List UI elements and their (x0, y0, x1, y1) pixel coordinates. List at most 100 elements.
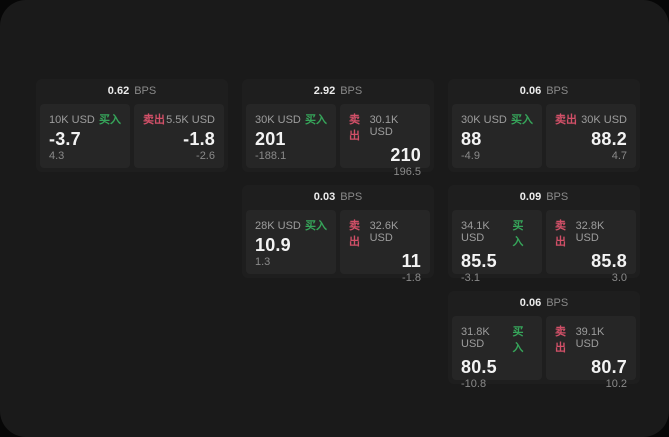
bps-value: 0.03 (313, 191, 336, 203)
buy-quote-value: 80.5 (461, 357, 497, 377)
sell-quote-delta: -2.6 (196, 150, 215, 162)
sell-side-label: 卖出 (143, 114, 165, 126)
quotes-grid: 0.62 BPS 10K USD 买入 -3.7 4.3 卖出 5.5K USD… (36, 79, 640, 390)
quote-card: 0.06 BPS 31.8K USD 买入 80.5 -10.8 卖出 39.1… (448, 291, 640, 390)
buy-quote-value: 201 (255, 129, 286, 149)
quote-panels: 30K USD 买入 201 -188.1 卖出 30.1K USD 210 1… (246, 104, 430, 178)
sell-panel-top: 卖出 32.6K USD (349, 217, 421, 249)
quote-card: 2.92 BPS 30K USD 买入 201 -188.1 卖出 30.1K … (242, 79, 434, 178)
bps-header: 0.06 BPS (452, 291, 636, 316)
sell-panel[interactable]: 卖出 32.6K USD 11 -1.8 (340, 210, 430, 284)
sell-panel[interactable]: 卖出 5.5K USD -1.8 -2.6 (134, 104, 224, 168)
buy-quote-value: 88 (461, 129, 482, 149)
sell-panel[interactable]: 卖出 32.8K USD 85.8 3.0 (546, 210, 636, 284)
buy-panel-top: 30K USD 买入 (255, 111, 327, 127)
sell-panel-top: 卖出 5.5K USD (143, 111, 215, 127)
bps-unit-label: BPS (546, 191, 569, 203)
buy-panel[interactable]: 28K USD 买入 10.9 1.3 (246, 210, 336, 274)
buy-amount-label: 34.1K USD (461, 220, 490, 244)
buy-quote-delta: -4.9 (461, 150, 480, 162)
quote-panels: 34.1K USD 买入 85.5 -3.1 卖出 32.8K USD 85.8… (452, 210, 636, 284)
quote-panels: 31.8K USD 买入 80.5 -10.8 卖出 39.1K USD 80.… (452, 316, 636, 390)
bps-header: 0.06 BPS (452, 79, 636, 104)
buy-panel-top: 10K USD 买入 (49, 111, 121, 127)
bps-unit-label: BPS (546, 85, 569, 97)
bps-unit-label: BPS (340, 85, 363, 97)
buy-amount-label: 30K USD (255, 114, 301, 126)
quote-card: 0.06 BPS 30K USD 买入 88 -4.9 卖出 30K USD 8… (448, 79, 640, 172)
sell-panel[interactable]: 卖出 30K USD 88.2 4.7 (546, 104, 636, 168)
buy-quote-delta: 1.3 (255, 256, 271, 268)
buy-panel[interactable]: 30K USD 买入 201 -188.1 (246, 104, 336, 168)
buy-quote-delta: -188.1 (255, 150, 287, 162)
sell-side-label: 卖出 (555, 114, 577, 126)
sell-side-label: 卖出 (349, 220, 360, 248)
bps-value: 0.09 (519, 191, 542, 203)
sell-amount-label: 39.1K USD (575, 326, 605, 350)
quote-card: 0.09 BPS 34.1K USD 买入 85.5 -3.1 卖出 32.8K… (448, 185, 640, 284)
sell-quote-delta: 3.0 (611, 272, 627, 284)
sell-panel-top: 卖出 32.8K USD (555, 217, 627, 249)
sell-quote-delta: 4.7 (611, 150, 627, 162)
sell-quote-value: 85.8 (591, 251, 627, 271)
buy-quote-value: 85.5 (461, 251, 497, 271)
sell-side-label: 卖出 (349, 114, 360, 142)
sell-quote-value: 88.2 (591, 129, 627, 149)
sell-panel-top: 卖出 30K USD (555, 111, 627, 127)
sell-quote-value: 210 (390, 145, 421, 165)
buy-side-label: 买入 (512, 326, 524, 354)
sell-side-label: 卖出 (555, 326, 566, 354)
sell-amount-label: 32.8K USD (575, 220, 605, 244)
bps-unit-label: BPS (546, 297, 569, 309)
sell-quote-value: 11 (401, 251, 421, 271)
sell-amount-label: 30.1K USD (369, 114, 399, 138)
buy-panel[interactable]: 31.8K USD 买入 80.5 -10.8 (452, 316, 542, 390)
bps-value: 2.92 (313, 85, 336, 97)
buy-panel-top: 34.1K USD 买入 (461, 217, 533, 249)
sell-panel[interactable]: 卖出 39.1K USD 80.7 10.2 (546, 316, 636, 390)
bps-unit-label: BPS (340, 191, 363, 203)
sell-panel-top: 卖出 39.1K USD (555, 323, 627, 355)
buy-side-label: 买入 (99, 114, 121, 126)
buy-panel-top: 31.8K USD 买入 (461, 323, 533, 355)
bps-value: 0.62 (107, 85, 130, 97)
quote-panels: 10K USD 买入 -3.7 4.3 卖出 5.5K USD -1.8 -2.… (40, 104, 224, 168)
buy-quote-delta: -10.8 (461, 378, 487, 390)
sell-quote-delta: -1.8 (402, 272, 421, 284)
bps-header: 0.03 BPS (246, 185, 430, 210)
sell-panel-top: 卖出 30.1K USD (349, 111, 421, 143)
buy-panel[interactable]: 34.1K USD 买入 85.5 -3.1 (452, 210, 542, 284)
buy-panel[interactable]: 10K USD 买入 -3.7 4.3 (40, 104, 130, 168)
bps-header: 0.62 BPS (40, 79, 224, 104)
bps-value: 0.06 (519, 297, 542, 309)
quote-card: 0.62 BPS 10K USD 买入 -3.7 4.3 卖出 5.5K USD… (36, 79, 228, 172)
buy-amount-label: 10K USD (49, 114, 95, 126)
sell-quote-delta: 196.5 (393, 166, 421, 178)
sell-amount-label: 32.6K USD (369, 220, 399, 244)
bps-header: 2.92 BPS (246, 79, 430, 104)
buy-panel[interactable]: 30K USD 买入 88 -4.9 (452, 104, 542, 168)
quote-card: 0.03 BPS 28K USD 买入 10.9 1.3 卖出 32.6K US… (242, 185, 434, 284)
buy-quote-value: -3.7 (49, 129, 81, 149)
buy-quote-value: 10.9 (255, 235, 291, 255)
buy-side-label: 买入 (511, 114, 533, 126)
buy-amount-label: 31.8K USD (461, 326, 490, 350)
quote-panels: 30K USD 买入 88 -4.9 卖出 30K USD 88.2 4.7 (452, 104, 636, 168)
buy-amount-label: 30K USD (461, 114, 507, 126)
sell-side-label: 卖出 (555, 220, 566, 248)
bps-header: 0.09 BPS (452, 185, 636, 210)
sell-quote-value: 80.7 (591, 357, 627, 377)
buy-side-label: 买入 (305, 114, 327, 126)
buy-side-label: 买入 (305, 220, 327, 232)
sell-quote-value: -1.8 (183, 129, 215, 149)
bps-value: 0.06 (519, 85, 542, 97)
buy-panel-top: 28K USD 买入 (255, 217, 327, 233)
sell-panel[interactable]: 卖出 30.1K USD 210 196.5 (340, 104, 430, 178)
sell-quote-delta: 10.2 (605, 378, 627, 390)
quote-panels: 28K USD 买入 10.9 1.3 卖出 32.6K USD 11 -1.8 (246, 210, 430, 284)
sell-amount-label: 5.5K USD (166, 114, 215, 126)
buy-side-label: 买入 (512, 220, 524, 248)
buy-quote-delta: 4.3 (49, 150, 65, 162)
sell-amount-label: 30K USD (581, 114, 627, 126)
